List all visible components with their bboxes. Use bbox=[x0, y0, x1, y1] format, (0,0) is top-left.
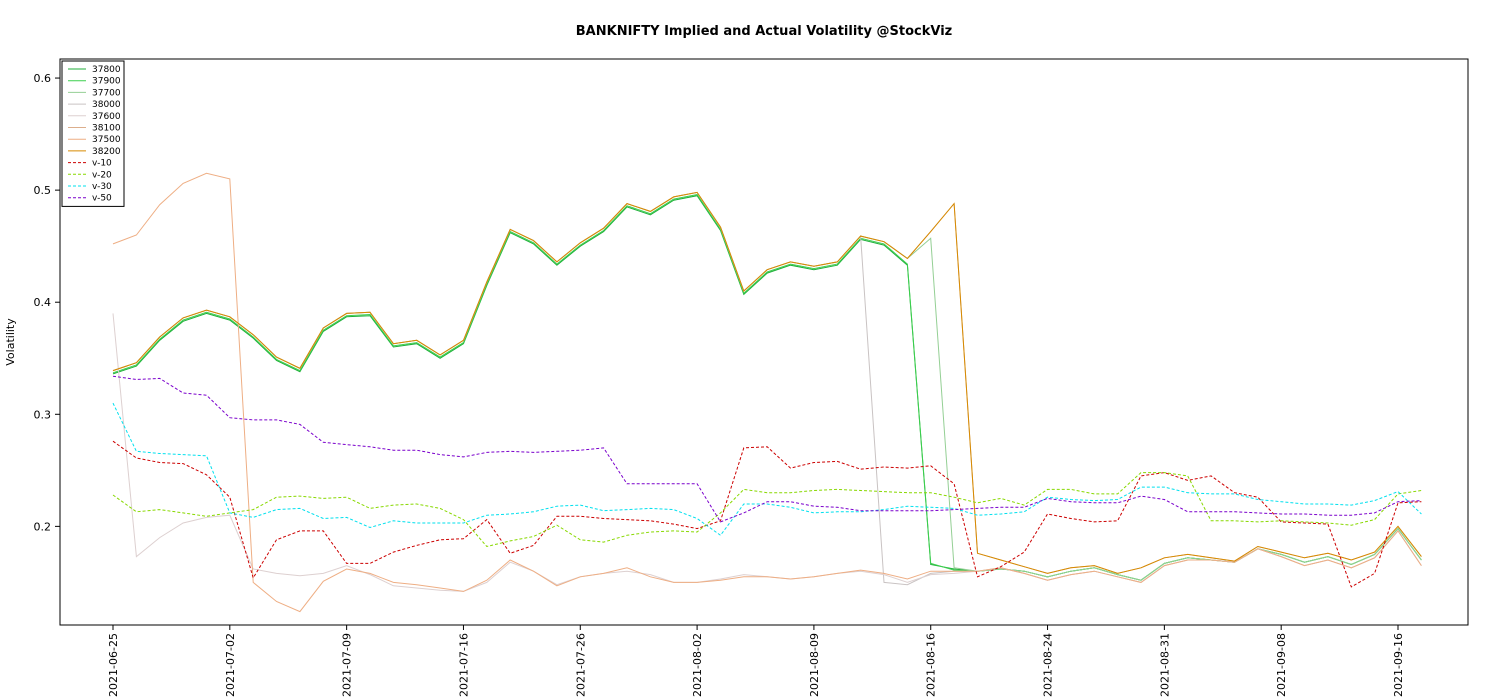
x-tick-label: 2021-07-16 bbox=[457, 633, 470, 697]
series-line bbox=[112, 191, 1422, 581]
x-tick-label: 2021-06-25 bbox=[107, 633, 120, 697]
x-tick-label: 2021-08-24 bbox=[1042, 633, 1055, 697]
series-line bbox=[112, 194, 1422, 581]
legend-label: 37900 bbox=[92, 77, 121, 87]
y-axis-label: Volatility bbox=[4, 318, 17, 366]
legend-label: 38000 bbox=[92, 100, 121, 110]
legend-label: v-20 bbox=[92, 170, 112, 180]
x-tick-label: 2021-09-08 bbox=[1275, 633, 1288, 697]
x-tick-label: 2021-09-16 bbox=[1392, 633, 1405, 697]
x-tick-label: 2021-08-16 bbox=[925, 633, 938, 697]
x-tick-label: 2021-07-26 bbox=[574, 633, 587, 697]
chart-title: BANKNIFTY Implied and Actual Volatility … bbox=[576, 24, 952, 39]
x-tick-label: 2021-07-02 bbox=[224, 633, 237, 697]
x-tick-label: 2021-08-31 bbox=[1158, 633, 1171, 697]
series-line bbox=[112, 191, 1422, 574]
series-line bbox=[112, 195, 1422, 581]
plot-frame bbox=[59, 58, 1469, 626]
y-tick-label: 0.3 bbox=[34, 408, 52, 421]
series-line bbox=[112, 191, 1422, 586]
y-tick-label: 0.6 bbox=[34, 72, 52, 85]
legend-box bbox=[61, 60, 125, 207]
y-tick-label: 0.2 bbox=[34, 520, 52, 533]
series-line bbox=[112, 191, 1422, 574]
y-tick-label: 0.4 bbox=[34, 296, 52, 309]
legend-label: 38200 bbox=[92, 147, 121, 157]
legend-label: v-50 bbox=[92, 194, 112, 204]
series-line bbox=[112, 402, 1422, 536]
legend-label: 38100 bbox=[92, 124, 121, 134]
x-tick-label: 2021-08-02 bbox=[691, 633, 704, 697]
legend-label: 37500 bbox=[92, 135, 121, 145]
series-line bbox=[112, 440, 1422, 588]
legend-label: 37600 bbox=[92, 112, 121, 122]
x-tick-label: 2021-07-09 bbox=[341, 633, 354, 697]
series-line bbox=[112, 172, 1422, 613]
legend-label: 37700 bbox=[92, 88, 121, 98]
series-line bbox=[112, 375, 1422, 523]
x-tick-label: 2021-08-09 bbox=[808, 633, 821, 697]
legend-label: v-30 bbox=[92, 182, 112, 192]
series-line bbox=[112, 472, 1422, 548]
y-tick-label: 0.5 bbox=[34, 184, 52, 197]
legend-label: v-10 bbox=[92, 159, 112, 169]
legend-label: 37800 bbox=[92, 65, 121, 75]
